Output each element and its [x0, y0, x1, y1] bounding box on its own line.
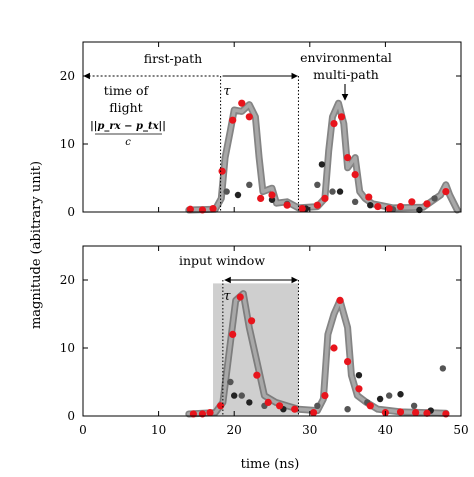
- red-point: [209, 205, 217, 213]
- red-point: [257, 194, 265, 202]
- tof-line1: time of: [104, 83, 150, 98]
- env-line2: multi-path: [313, 67, 379, 82]
- top-panel: 0 10 20: [60, 41, 462, 219]
- scatter-point: [238, 392, 245, 399]
- scatter-point: [439, 365, 447, 372]
- red-point: [337, 113, 346, 121]
- plot-frame: [82, 245, 462, 417]
- red-point: [206, 409, 214, 417]
- red-point: [344, 358, 352, 366]
- y-tick-label: 0: [67, 409, 75, 423]
- red-point: [313, 201, 321, 209]
- bottom-panel: 0 10 20 0 10 20 30 40 50: [60, 245, 469, 437]
- red-point: [330, 344, 338, 352]
- red-point: [186, 205, 194, 213]
- env-line1: environmental: [300, 50, 392, 65]
- scatter-point: [376, 395, 384, 403]
- x-tick-label: 30: [302, 423, 317, 437]
- scatter-point: [355, 372, 363, 379]
- tau-label-top: τ: [223, 84, 231, 99]
- tof-formula-num: ||p_rx − p_tx||: [90, 121, 166, 132]
- x-tick-label: 0: [79, 423, 87, 437]
- tau-label-bottom: τ: [223, 289, 231, 304]
- x-tick-label: 50: [453, 423, 468, 437]
- scatter-point: [246, 181, 253, 188]
- red-point: [247, 317, 256, 325]
- red-point: [385, 205, 393, 213]
- input-window-label: input window: [179, 253, 265, 268]
- red-point: [351, 171, 359, 179]
- scatter-point: [431, 195, 438, 202]
- scatter-point: [227, 378, 234, 386]
- scatter-point: [336, 188, 344, 195]
- scatter-point: [314, 181, 321, 188]
- red-point: [355, 385, 363, 393]
- tof-formula-den: c: [125, 137, 131, 148]
- red-point: [275, 402, 284, 410]
- red-point: [229, 330, 237, 338]
- red-point: [238, 99, 246, 107]
- red-point: [236, 293, 244, 301]
- x-axis-label: time (ns): [241, 457, 300, 472]
- red-point: [366, 402, 374, 410]
- y-tick-label: 0: [67, 205, 75, 219]
- red-point: [344, 154, 352, 162]
- red-point: [321, 392, 329, 400]
- red-point: [330, 120, 338, 128]
- red-point: [309, 409, 318, 417]
- scatter-point: [246, 399, 253, 406]
- red-point: [423, 409, 431, 417]
- red-point: [298, 205, 306, 213]
- y-tick-label: 20: [60, 69, 75, 83]
- x-tick-label: 10: [151, 423, 166, 437]
- red-point: [264, 398, 272, 406]
- scatter-point: [234, 191, 242, 199]
- scatter-point: [314, 402, 321, 409]
- red-point: [336, 296, 344, 304]
- scatter-point: [318, 161, 326, 168]
- y-tick-label: 20: [60, 273, 75, 287]
- first-path-label: first-path: [144, 51, 203, 66]
- scatter-point: [351, 198, 359, 205]
- red-point: [396, 202, 405, 211]
- red-point: [268, 191, 276, 199]
- y-axis-label: magnitude (abitrary unit): [29, 161, 44, 329]
- x-tick-label: 20: [227, 423, 242, 437]
- red-point: [365, 193, 373, 201]
- signal-band-outer: [185, 99, 461, 214]
- plot-frame: [82, 41, 462, 213]
- scatter-point: [344, 406, 351, 413]
- red-point: [218, 167, 226, 175]
- red-point: [245, 113, 253, 121]
- scatter-point: [385, 392, 393, 399]
- red-point: [396, 408, 405, 416]
- y-tick-label: 10: [60, 341, 75, 355]
- x-tick-label: 40: [378, 423, 393, 437]
- red-point: [283, 201, 291, 209]
- signal-band-inner: [187, 291, 448, 416]
- tof-line2: flight: [109, 100, 142, 115]
- red-point: [253, 371, 261, 379]
- scatter-point: [367, 202, 374, 209]
- red-point: [321, 194, 329, 202]
- scatter-point: [410, 402, 418, 409]
- red-point: [442, 188, 450, 196]
- red-point: [408, 198, 416, 206]
- y-tick-label: 10: [60, 137, 75, 151]
- red-point: [374, 202, 382, 211]
- scatter-point: [329, 188, 336, 195]
- scatter-point: [223, 188, 230, 195]
- red-point: [229, 116, 237, 124]
- scatter-point: [231, 392, 238, 399]
- red-point: [291, 405, 299, 413]
- red-point: [423, 200, 431, 208]
- scatter-point: [397, 391, 404, 398]
- red-point: [412, 409, 420, 417]
